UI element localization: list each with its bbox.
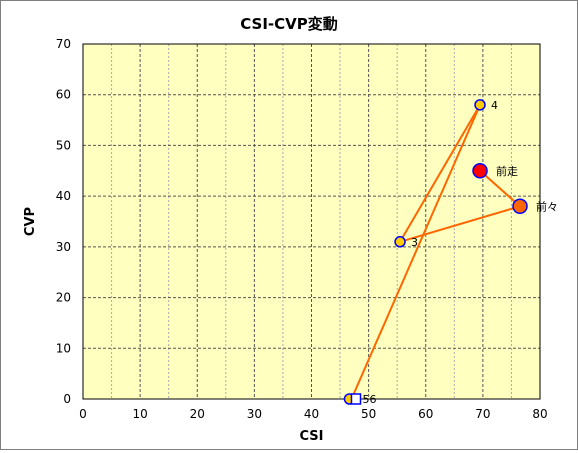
data-point (474, 99, 486, 111)
x-tick-label: 30 (247, 407, 262, 421)
x-tick-label: 20 (190, 407, 205, 421)
point-label: 4 (491, 99, 498, 112)
x-tick-label: 0 (79, 407, 87, 421)
point-label: 前走 (496, 164, 518, 178)
data-point (394, 236, 406, 248)
series-segment (399, 205, 521, 243)
y-tick-label: 20 (56, 291, 71, 305)
series-segment (350, 104, 481, 400)
point-label: 3 (411, 236, 418, 249)
series-lines (350, 104, 521, 400)
y-tick-label: 0 (63, 392, 71, 406)
plot-border (82, 43, 541, 400)
series-segment (479, 170, 521, 208)
y-axis-ticks: 0 10 20 30 40 50 60 70 (56, 37, 71, 406)
data-point (472, 163, 488, 179)
x-axis-label: CSI (300, 429, 324, 444)
y-tick-label: 10 (56, 341, 71, 355)
x-tick-label: 40 (304, 407, 319, 421)
x-tick-label: 80 (532, 407, 547, 421)
point-label: 前々 (536, 199, 558, 213)
y-tick-label: 40 (56, 189, 71, 203)
y-axis-label: CVP (23, 207, 38, 236)
point-label: 56 (362, 393, 376, 406)
x-axis-ticks: 0 10 20 30 40 50 60 70 80 (79, 407, 547, 421)
grid-lines (83, 44, 540, 399)
x-tick-label: 10 (132, 407, 147, 421)
y-tick-label: 30 (56, 240, 71, 254)
data-point (512, 198, 528, 215)
y-tick-label: 60 (56, 88, 71, 102)
y-tick-label: 50 (56, 138, 71, 152)
series-segment (399, 104, 481, 243)
data-point-marker (350, 393, 362, 405)
x-tick-label: 60 (418, 407, 433, 421)
chart-title: CSI-CVP変動 (240, 15, 338, 33)
x-tick-label: 50 (361, 407, 376, 421)
series-points (343, 99, 528, 405)
x-tick-label: 70 (475, 407, 490, 421)
y-tick-label: 70 (56, 37, 71, 51)
